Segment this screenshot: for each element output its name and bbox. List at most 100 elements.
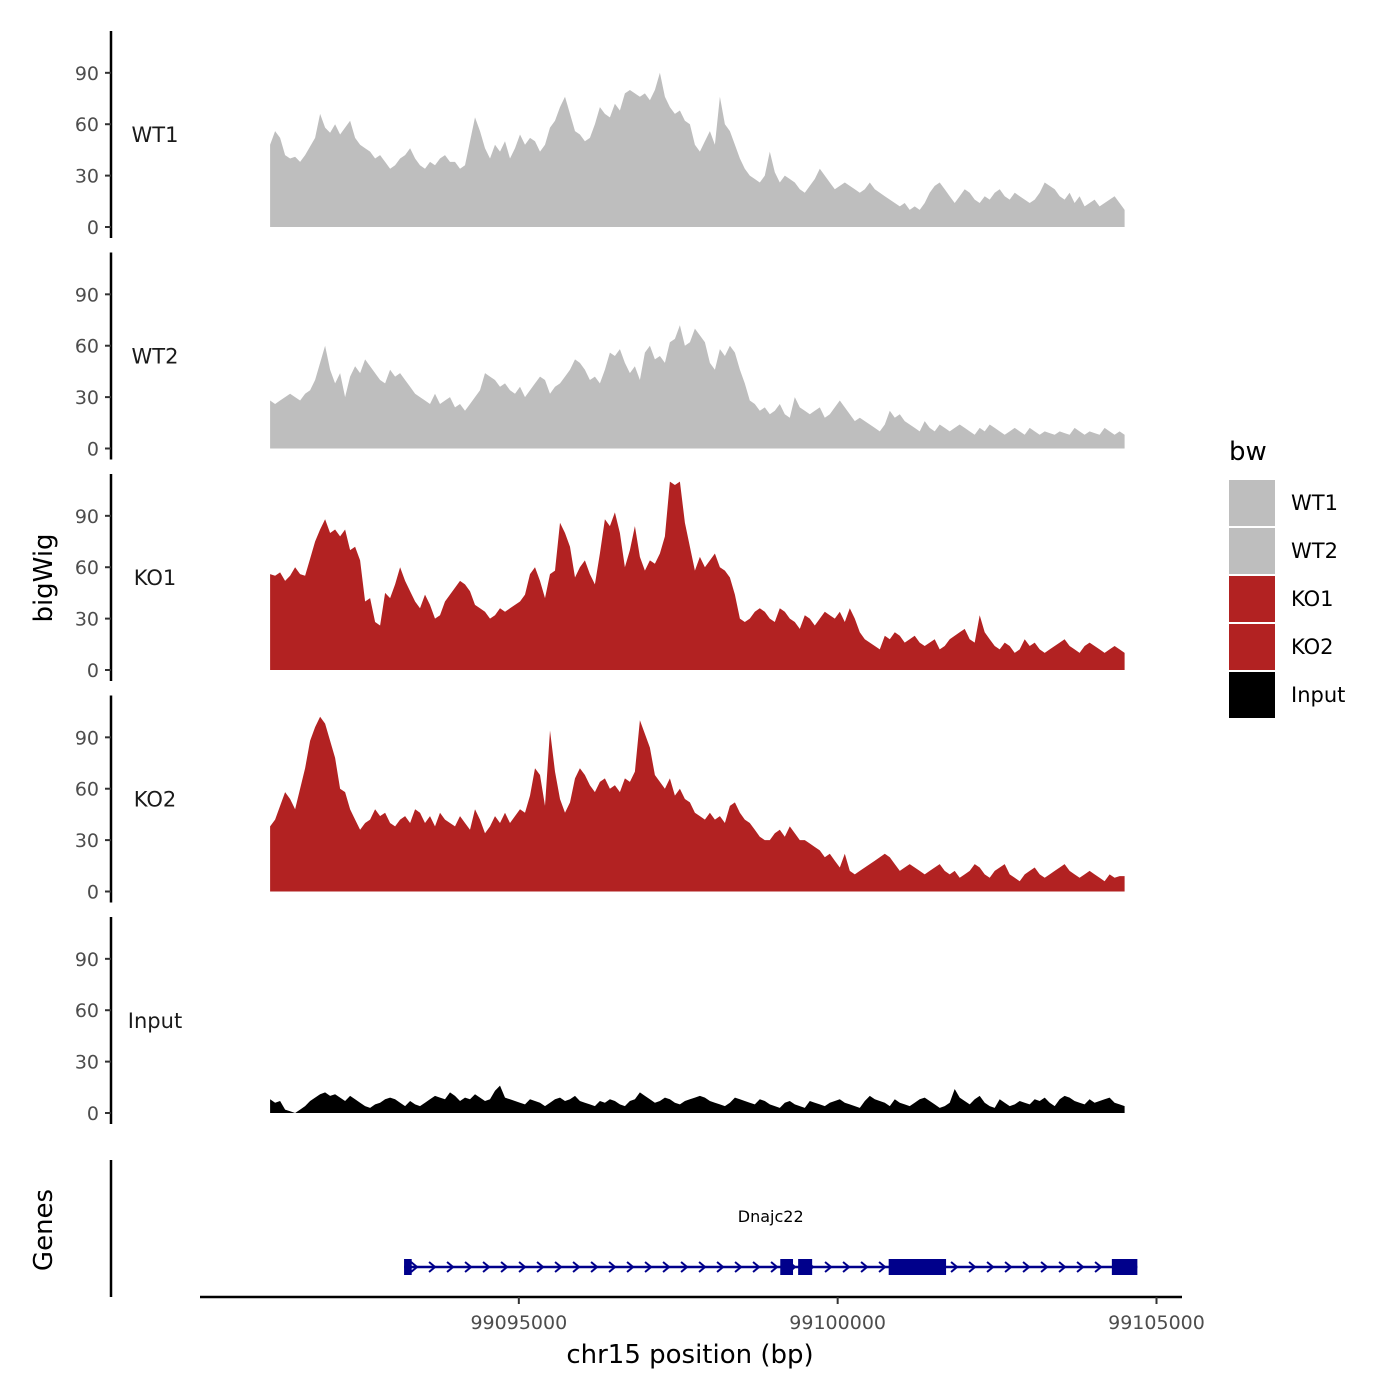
gene-strand-arrow — [1076, 1261, 1085, 1273]
tracks-group: 0 30 60 90 WT1 0 30 60 90 WT2 0 30 60 90 KO1 0 30 60 90 KO2… — [75, 31, 1125, 1125]
y-tick-label-input-60: 60 — [75, 1000, 99, 1022]
y-tick-label-ko1-90: 90 — [75, 506, 99, 528]
gene-strand-arrow — [950, 1261, 959, 1273]
gene-label: Dnajc22 — [738, 1207, 804, 1226]
x-axis-title: chr15 position (bp) — [566, 1340, 813, 1370]
y-tick-label-ko1-30: 30 — [75, 609, 99, 631]
gene-strand-arrow — [662, 1261, 671, 1273]
y-tick-label-wt1-60: 60 — [75, 114, 99, 136]
legend-label-wt1: WT1 — [1291, 491, 1338, 515]
gene-strand-arrow — [860, 1261, 869, 1273]
gene-exon-5 — [1111, 1259, 1138, 1275]
gene-strand-arrow — [554, 1261, 563, 1273]
legend-items: WT1 WT2 KO1 KO2 Input — [1229, 480, 1345, 718]
gene-strand-arrow — [482, 1261, 491, 1273]
gene-strand-arrow — [986, 1261, 995, 1273]
legend-key-input — [1229, 672, 1275, 718]
track-ko2: 0 30 60 90 KO2 — [75, 695, 1125, 904]
y-tick-label-ko2-90: 90 — [75, 727, 99, 749]
x-ticks: 99095000 99100000 99105000 — [470, 1297, 1205, 1334]
x-tick-label-99100000: 99100000 — [789, 1312, 886, 1334]
legend-title: bw — [1229, 437, 1267, 467]
track-input: 0 30 60 90 Input — [75, 917, 1125, 1125]
track-label-wt1: WT1 — [132, 123, 179, 147]
gene-strand-arrow — [428, 1261, 437, 1273]
gene-exon-1 — [404, 1259, 412, 1275]
gene-strand-arrow — [446, 1261, 455, 1273]
y-tick-label-wt2-0: 0 — [87, 439, 99, 461]
genes-axis-title: Genes — [29, 1189, 59, 1271]
x-tick-label-99105000: 99105000 — [1108, 1312, 1205, 1334]
gene-track — [404, 1259, 1138, 1275]
gene-strand-arrow — [878, 1261, 887, 1273]
legend-label-wt2: WT2 — [1291, 539, 1338, 563]
gene-strand-arrow — [1004, 1261, 1013, 1273]
track-wt2: 0 30 60 90 WT2 — [75, 252, 1125, 461]
x-axis: 99095000 99100000 99105000 chr15 position … — [200, 1295, 1205, 1370]
gene-strand-arrow — [734, 1261, 743, 1273]
y-axis-title: bigWig — [29, 533, 59, 622]
gene-strand-arrow — [968, 1261, 977, 1273]
track-wt1: 0 30 60 90 WT1 — [75, 31, 1125, 239]
legend-label-ko2: KO2 — [1291, 635, 1334, 659]
area-ko2 — [270, 716, 1125, 892]
y-tick-label-input-90: 90 — [75, 949, 99, 971]
y-tick-label-ko2-30: 30 — [75, 830, 99, 852]
gene-strand-arrow — [464, 1261, 473, 1273]
y-tick-label-wt1-90: 90 — [75, 63, 99, 85]
y-tick-label-wt2-30: 30 — [75, 387, 99, 409]
gene-exon-4 — [888, 1259, 947, 1275]
gene-exon-3 — [798, 1259, 813, 1275]
y-tick-label-wt2-90: 90 — [75, 284, 99, 306]
track-ko1: 0 30 60 90 KO1 — [75, 474, 1125, 682]
area-wt2 — [270, 325, 1125, 449]
legend-key-wt2 — [1229, 528, 1275, 574]
y-tick-label-input-30: 30 — [75, 1052, 99, 1074]
gene-strand-arrow — [518, 1261, 527, 1273]
track-label-ko1: KO1 — [134, 566, 177, 590]
y-tick-label-ko2-60: 60 — [75, 779, 99, 801]
y-tick-label-ko1-60: 60 — [75, 557, 99, 579]
y-tick-label-input-0: 0 — [87, 1103, 99, 1125]
gene-strand-arrow — [1094, 1261, 1103, 1273]
gene-strand-arrow — [590, 1261, 599, 1273]
legend-key-ko1 — [1229, 576, 1275, 622]
gene-strand-arrow — [1040, 1261, 1049, 1273]
gene-strand-arrow — [572, 1261, 581, 1273]
gene-strand-arrow — [608, 1261, 617, 1273]
y-tick-label-ko1-0: 0 — [87, 660, 99, 682]
y-tick-label-wt1-30: 30 — [75, 166, 99, 188]
gene-strand-arrow — [1022, 1261, 1031, 1273]
gene-strand-arrow — [698, 1261, 707, 1273]
legend-key-ko2 — [1229, 624, 1275, 670]
gene-strand-arrow — [770, 1261, 779, 1273]
gene-strand-arrow — [1058, 1261, 1067, 1273]
legend-key-wt1 — [1229, 480, 1275, 526]
gene-strand-arrow — [752, 1261, 761, 1273]
gene-strand-arrow — [716, 1261, 725, 1273]
gene-strand-arrow — [626, 1261, 635, 1273]
gene-exon-2 — [780, 1259, 794, 1275]
gene-strand-arrow — [500, 1261, 509, 1273]
x-tick-label-99095000: 99095000 — [470, 1312, 567, 1334]
gene-strand-arrow — [824, 1261, 833, 1273]
area-input — [270, 1085, 1125, 1113]
track-label-wt2: WT2 — [132, 345, 179, 369]
gene-strand-arrow — [410, 1261, 419, 1273]
gene-strand-arrow — [680, 1261, 689, 1273]
track-label-ko2: KO2 — [134, 788, 177, 812]
gene-strand-arrow — [644, 1261, 653, 1273]
legend: bw WT1 WT2 KO1 KO2 Input — [1229, 437, 1345, 718]
area-ko1 — [270, 481, 1125, 670]
legend-label-ko1: KO1 — [1291, 587, 1334, 611]
y-tick-label-ko2-0: 0 — [87, 882, 99, 904]
area-wt1 — [270, 72, 1125, 227]
gene-strand-arrow — [842, 1261, 851, 1273]
track-label-input: Input — [128, 1009, 182, 1033]
y-tick-label-wt2-60: 60 — [75, 336, 99, 358]
genes-panel: Genes Dnajc22 — [29, 1160, 1138, 1297]
y-tick-label-wt1-0: 0 — [87, 217, 99, 239]
gene-strand-arrow — [536, 1261, 545, 1273]
legend-label-input: Input — [1291, 683, 1345, 707]
